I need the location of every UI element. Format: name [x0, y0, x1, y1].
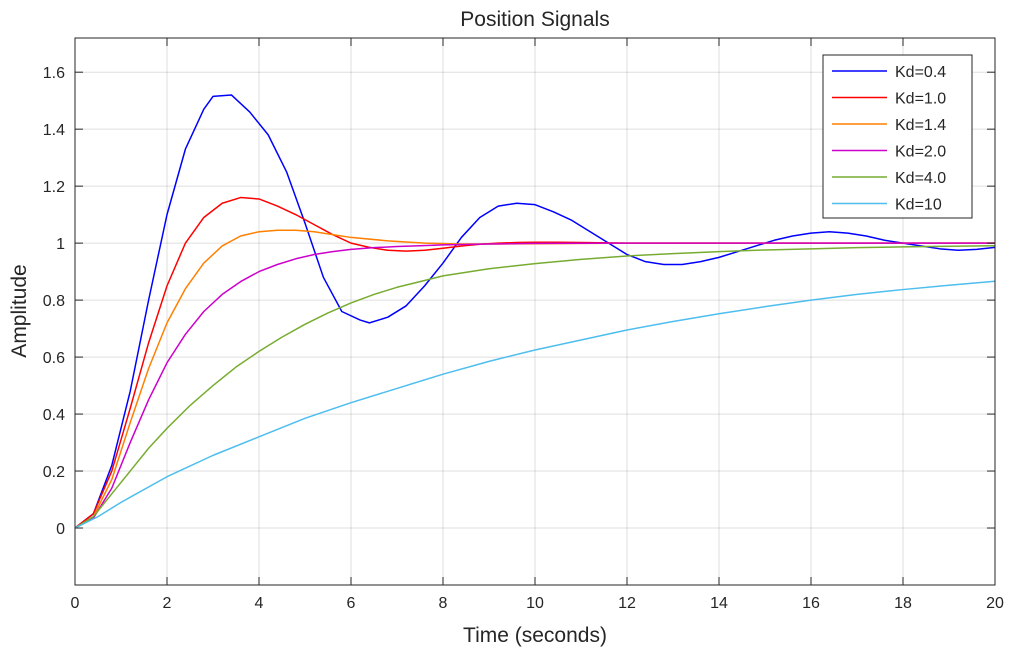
y-tick-label: 1.6	[43, 65, 65, 82]
series-line-4	[74, 242, 995, 529]
y-tick-label: 0	[56, 521, 65, 538]
x-tick-label: 6	[347, 595, 356, 612]
x-tick-label: 4	[255, 595, 264, 612]
x-tick-label: 10	[526, 595, 544, 612]
y-axis-label: Amplitude	[8, 264, 31, 357]
y-tick-label: 1	[56, 236, 65, 253]
legend-label-5: Kd=4.0	[895, 170, 946, 187]
series-lines	[74, 94, 996, 529]
x-tick-label: 14	[710, 595, 728, 612]
legend: Kd=0.4 Kd=1.0 Kd=1.4 Kd=2.0 Kd=4.0 Kd=10	[822, 54, 973, 219]
series-line-5	[74, 244, 996, 529]
x-axis-label: Time (seconds)	[463, 624, 607, 647]
legend-label-3: Kd=1.4	[895, 117, 946, 134]
y-tick-label: 1.2	[43, 179, 65, 196]
y-tick-label: 0.4	[43, 407, 65, 424]
y-tick-label: 0.6	[43, 350, 65, 367]
x-tick-label: 12	[618, 595, 636, 612]
x-tick-label: 8	[439, 595, 448, 612]
y-tick-label: 1.4	[43, 122, 65, 139]
x-tick-label: 0	[71, 595, 80, 612]
legend-box	[822, 54, 973, 219]
legend-label-4: Kd=2.0	[895, 144, 946, 161]
y-tick-label: 0.8	[43, 293, 65, 310]
legend-label-2: Kd=1.0	[895, 91, 946, 108]
legend-label-6: Kd=10	[895, 197, 942, 214]
y-tick-label: 0.2	[43, 464, 65, 481]
x-tick-label: 16	[802, 595, 820, 612]
legend-label-1: Kd=0.4	[895, 64, 946, 81]
x-tick-label: 2	[163, 595, 172, 612]
series-line-1	[74, 94, 996, 529]
x-tick-label: 18	[894, 595, 912, 612]
axis-ticks: 0 2 4 6 8 10 12 14 16 18 20 0 0.2 0.4 0.6 0.8 1 1.2 1.4 1.6	[43, 38, 1004, 612]
chart-title: Position Signals	[460, 8, 609, 31]
x-tick-label: 20	[986, 595, 1004, 612]
series-line-6	[74, 280, 996, 529]
